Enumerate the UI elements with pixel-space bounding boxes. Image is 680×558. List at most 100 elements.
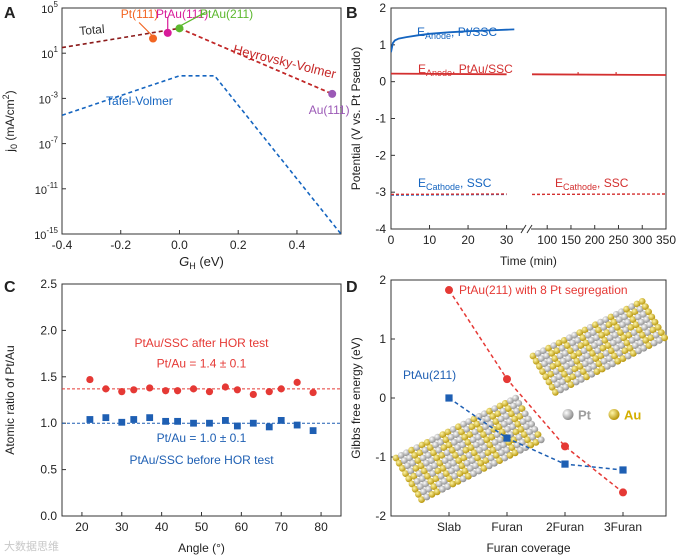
pt-atom [622, 326, 630, 334]
before-hor-point [309, 427, 317, 435]
x-tick-label: 60 [235, 520, 249, 534]
pt-atom [441, 478, 448, 485]
au-atom [539, 368, 546, 375]
au-atom [625, 331, 633, 339]
au-atom [405, 475, 413, 483]
au-atom [430, 449, 437, 457]
x-axis-label: Angle (°) [178, 541, 225, 555]
x-tick-label: 40 [155, 520, 169, 534]
series-label: ECathode, SSC [555, 176, 629, 192]
pt-atom [499, 407, 507, 415]
pt111-point [149, 34, 158, 43]
pt-atom [415, 470, 423, 477]
au-atom [466, 431, 474, 438]
pt-atom [612, 311, 620, 318]
y-tick-exponent: -15 [46, 226, 58, 235]
text-span: E [418, 176, 426, 190]
pt-atom [500, 441, 507, 449]
au-atom [527, 441, 535, 449]
pt-atom [497, 415, 505, 423]
pt-atom [588, 337, 595, 344]
au-atom [586, 344, 593, 352]
pt-atom [425, 452, 432, 459]
au-atom [516, 413, 524, 420]
au-atom [658, 329, 665, 336]
au-atom [418, 441, 426, 449]
pt-atom [507, 397, 514, 405]
au-atom [548, 350, 556, 357]
total-label: Total [79, 22, 105, 38]
au-atom [501, 400, 509, 407]
pt-atom [423, 493, 431, 501]
x-tick-label: 50 [195, 520, 209, 534]
au-atom [471, 449, 478, 457]
pt-atom [608, 326, 616, 334]
after-hor-point [162, 387, 170, 395]
pt-atom [656, 337, 663, 344]
x-tick-label: 2Furan [546, 520, 584, 534]
ptau211-series-point [561, 460, 569, 468]
pt-atom [453, 431, 460, 438]
pt-atom [451, 472, 459, 480]
au-atom [480, 431, 487, 438]
x-tick-label: 150 [561, 233, 581, 247]
pt-atom [498, 449, 505, 457]
pt-atom [476, 446, 483, 454]
panel-a: A-0.4 -0.2 0.0 0.2 0.410510110-310-710-1110-… [1, 0, 350, 271]
pt-atom [470, 470, 477, 477]
au-atom [445, 441, 453, 449]
pt-atom [650, 339, 658, 347]
pt-atom [487, 420, 495, 428]
au-atom [545, 344, 552, 352]
pt-atom [460, 420, 467, 428]
axis-break-mask [523, 223, 531, 235]
after-hor-point [221, 383, 230, 391]
au-atom [421, 467, 428, 475]
pt-atom [504, 426, 511, 433]
pt-atom [463, 426, 471, 433]
pt-atom [409, 459, 417, 467]
pt-atom [404, 462, 411, 470]
pt-atom [419, 454, 427, 462]
y-tick-label: -4 [375, 222, 386, 236]
y-tick-label: 2.5 [40, 277, 57, 291]
before-hor-point [249, 419, 257, 427]
pt-atom [463, 459, 471, 467]
y-tick-label: 1.5 [40, 370, 57, 384]
au-atom [631, 308, 639, 316]
pt-atom [517, 446, 524, 454]
pt-atom [615, 337, 622, 344]
pt-atom [459, 441, 467, 449]
au-atom [589, 350, 596, 357]
text-span: H [189, 261, 196, 271]
au-atom [508, 410, 515, 418]
au-atom [418, 496, 425, 503]
pt-atom [513, 407, 521, 415]
au-atom [496, 402, 504, 410]
au-atom [477, 459, 485, 467]
series-label: ECathode, SSC [418, 176, 492, 192]
pt-atom [624, 318, 632, 326]
y-tick-label: -1 [375, 112, 386, 126]
after-hor-point [277, 385, 285, 393]
pt-atom [448, 467, 455, 475]
au-atom [623, 305, 630, 313]
pt-atom [618, 308, 625, 316]
au-atom [417, 462, 425, 470]
x-tick-label: 0.0 [171, 238, 188, 252]
pt-atom [591, 342, 598, 349]
y-tick-label: 0 [379, 75, 386, 89]
au-atom [638, 298, 646, 305]
pt-atom [515, 400, 523, 407]
au-atom [458, 428, 465, 436]
pt-atom [526, 428, 533, 436]
au-atom [608, 347, 615, 355]
au-atom [395, 459, 403, 467]
au-atom [486, 407, 493, 415]
au-atom [489, 446, 497, 454]
au-atom [408, 446, 415, 454]
au-atom [629, 316, 637, 323]
text-span: Anode [426, 68, 452, 78]
pt-atom [600, 357, 608, 365]
pt-atom [558, 344, 566, 352]
